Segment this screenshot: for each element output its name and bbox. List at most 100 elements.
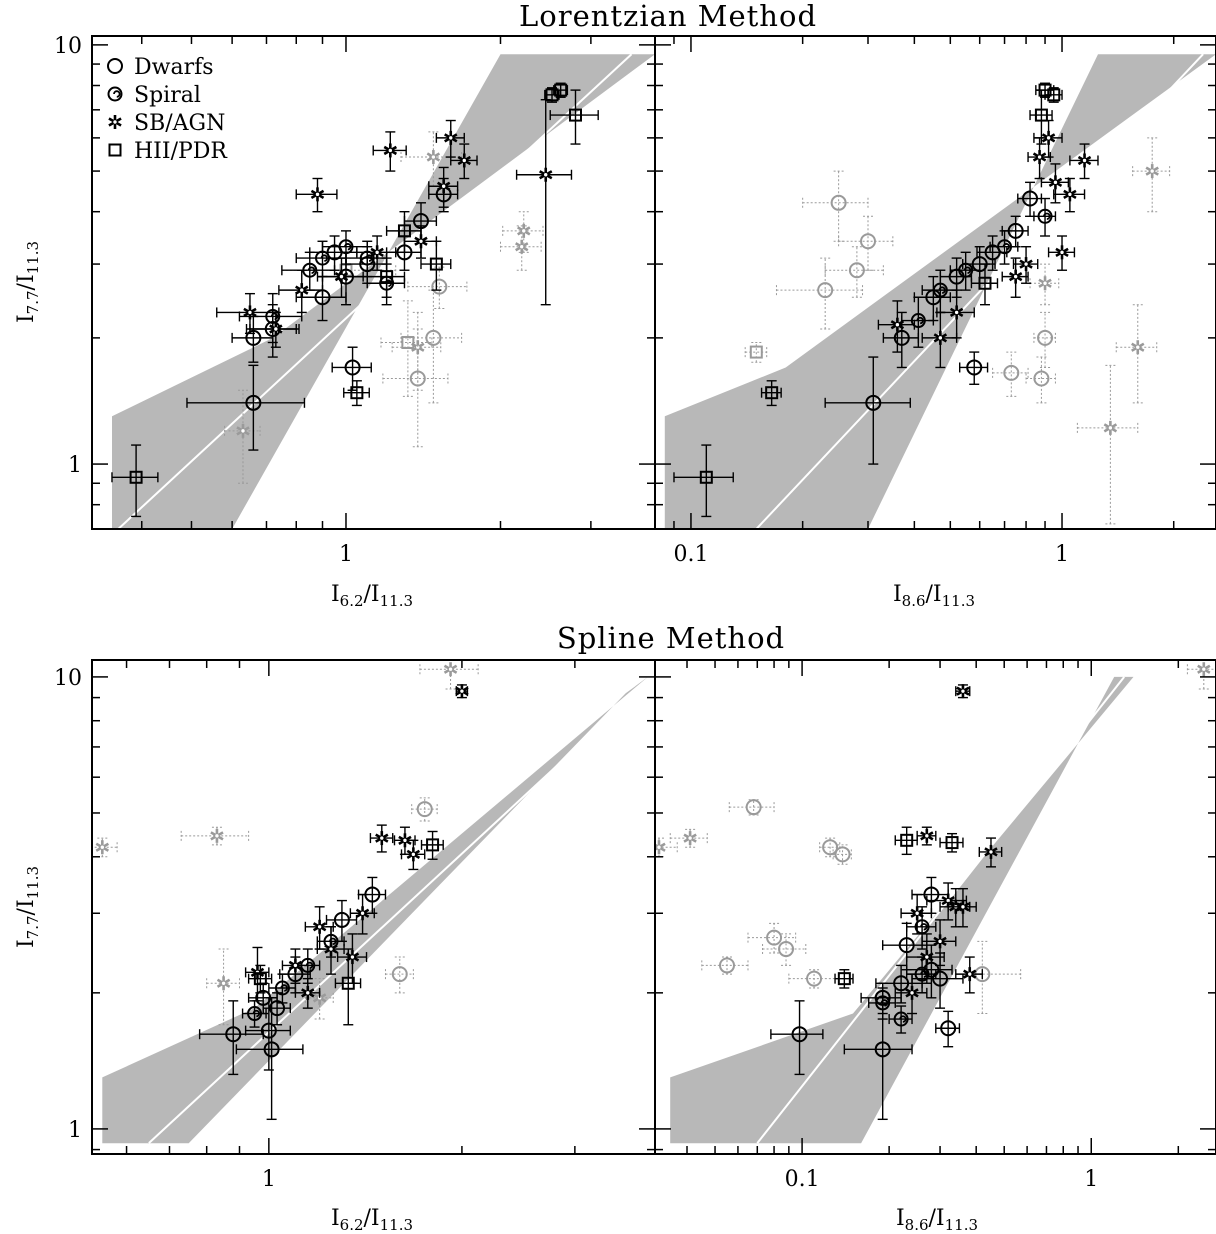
data-point-star	[355, 906, 370, 921]
data-point-star	[910, 906, 924, 921]
data-point-square	[341, 976, 355, 990]
data-point-star	[1197, 662, 1211, 677]
panel-spline-8.6: 0.1 1	[655, 660, 1216, 1192]
error-bar	[384, 956, 414, 994]
data-point-circle	[333, 911, 350, 928]
data-point-square	[1047, 88, 1061, 102]
error-bar	[198, 1000, 264, 1076]
error-bar	[838, 215, 894, 271]
data-point-star	[455, 684, 469, 699]
y-tick-label: 10	[54, 34, 82, 59]
error-bar	[744, 341, 768, 363]
error-bar	[224, 389, 261, 484]
x-tick-label: 1	[1055, 542, 1069, 567]
data-point-star	[890, 317, 905, 332]
data-point-star	[444, 130, 458, 145]
panel-lorentzian-8.6: 0.1 1	[654, 36, 1216, 567]
data-point-circle	[822, 839, 839, 856]
data-point-square	[900, 833, 914, 847]
data-point-star	[949, 305, 964, 320]
data-point-star	[95, 840, 110, 855]
data-point-circle	[806, 970, 823, 987]
data-point-circle	[1022, 190, 1039, 207]
error-bar	[420, 830, 444, 860]
panel-spline-6.2: 1 1 10	[54, 660, 656, 1192]
data-point-circle	[817, 282, 834, 299]
data-point-star	[515, 239, 529, 254]
error-bar	[400, 289, 463, 404]
error-bar	[747, 922, 797, 954]
data-point-spiral	[247, 1006, 263, 1022]
data-point-star	[295, 283, 309, 298]
y-tick-label: 1	[68, 453, 82, 478]
data-point-circle	[245, 329, 262, 346]
data-point-circle	[391, 966, 408, 983]
data-point-star	[288, 958, 303, 973]
data-point-square	[837, 972, 851, 986]
uncertainty-band	[102, 676, 648, 1144]
data-point-square	[253, 972, 267, 986]
data-point-star	[1131, 340, 1145, 355]
legend: Dwarfs Spiral SB/AGN HII/PDR	[107, 55, 228, 164]
data-point-star	[1077, 153, 1092, 168]
error-bar	[366, 257, 406, 298]
legend-marker-square	[108, 143, 122, 157]
y-tick-label: 1	[68, 1118, 82, 1143]
data-point-circle	[425, 329, 442, 346]
data-point-circle	[966, 359, 983, 376]
data-point-star	[301, 985, 315, 1000]
data-point-square	[554, 83, 568, 97]
data-point-square	[749, 345, 763, 359]
data-point-circle	[834, 846, 851, 863]
error-bar	[959, 351, 989, 385]
data-point-circle	[893, 975, 910, 992]
error-bar	[824, 246, 884, 298]
data-point-circle	[431, 278, 448, 295]
error-bar	[549, 89, 599, 145]
data-point-spiral	[1037, 208, 1053, 224]
data-point-star	[243, 305, 257, 320]
data-point-star	[310, 187, 325, 202]
axis-ticks	[655, 660, 1216, 1154]
legend-label: SB/AGN	[134, 111, 225, 136]
data-point-star	[1038, 276, 1052, 291]
error-bar	[955, 956, 984, 994]
data-point-square	[568, 108, 582, 122]
data-point-star	[517, 223, 531, 238]
data-point-square	[129, 470, 143, 484]
data-point-star	[1019, 257, 1033, 272]
x-tick-label: 1	[1084, 1167, 1098, 1192]
data-point-circle	[923, 961, 940, 978]
data-point-star	[956, 899, 970, 914]
data-point-circle	[860, 233, 877, 250]
data-point-star	[324, 942, 338, 957]
data-point-star	[345, 950, 360, 965]
data-point-star	[436, 179, 451, 194]
data-point-circle	[830, 194, 847, 211]
data-point-star	[210, 828, 224, 843]
data-point-square	[401, 335, 415, 349]
x-axis-label-top-left: I6.2/I11.3	[331, 582, 413, 610]
data-point-star	[933, 330, 948, 345]
data-point-star	[963, 967, 977, 982]
data-point-star	[683, 831, 697, 846]
x-axis-label-bottom-left: I6.2/I11.3	[331, 1206, 413, 1234]
data-point-star	[383, 143, 398, 158]
error-bar	[673, 444, 734, 518]
data-point-circle	[344, 359, 361, 376]
data-point-star	[457, 153, 471, 168]
y-axis-label-top: I7.7/I11.3	[14, 241, 42, 323]
error-bar	[111, 444, 159, 518]
data-point-spiral	[893, 1011, 909, 1027]
data-point-circle	[932, 970, 949, 987]
error-bar	[775, 257, 864, 330]
data-point-star	[1048, 175, 1063, 190]
data-point-circle	[893, 329, 910, 346]
error-bar	[868, 987, 896, 1020]
legend-marker-circle	[107, 58, 123, 74]
title-spline: Spline Method	[557, 621, 785, 655]
data-point-spiral	[274, 980, 290, 996]
data-point-circle	[263, 1041, 280, 1058]
error-bar	[385, 210, 422, 254]
